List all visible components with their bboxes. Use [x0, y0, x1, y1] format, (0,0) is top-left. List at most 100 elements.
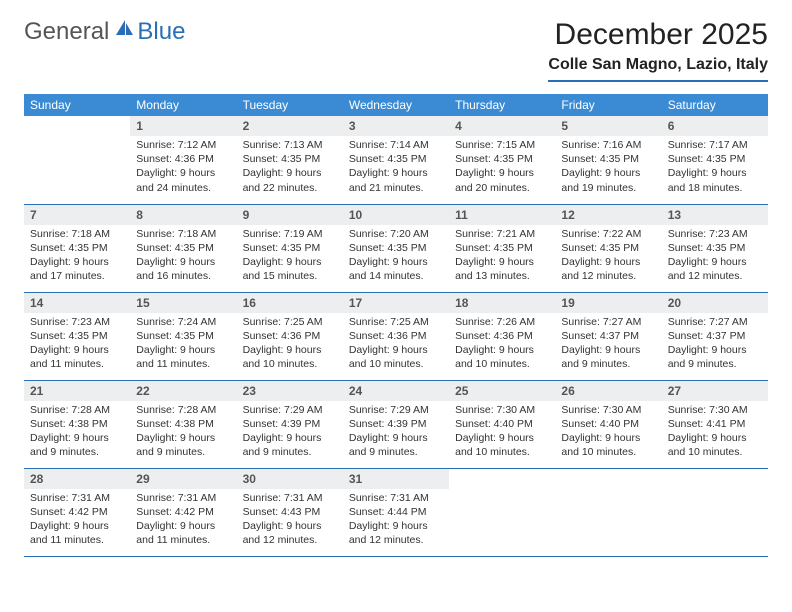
- day-detail-line: Sunset: 4:39 PM: [349, 417, 443, 431]
- calendar-cell: 11Sunrise: 7:21 AMSunset: 4:35 PMDayligh…: [449, 204, 555, 292]
- location-underline: Colle San Magno, Lazio, Italy: [548, 56, 768, 82]
- sail-icon: [113, 17, 135, 44]
- calendar-cell: 28Sunrise: 7:31 AMSunset: 4:42 PMDayligh…: [24, 468, 130, 556]
- day-number: 19: [555, 293, 661, 313]
- day-detail-line: Daylight: 9 hours: [455, 343, 549, 357]
- day-details: Sunrise: 7:13 AMSunset: 4:35 PMDaylight:…: [237, 136, 343, 199]
- day-detail-line: Sunrise: 7:31 AM: [136, 491, 230, 505]
- day-detail-line: Sunrise: 7:30 AM: [668, 403, 762, 417]
- day-detail-line: Sunrise: 7:12 AM: [136, 138, 230, 152]
- day-number: 23: [237, 381, 343, 401]
- day-detail-line: Daylight: 9 hours: [349, 166, 443, 180]
- day-detail-line: and 19 minutes.: [561, 181, 655, 195]
- day-detail-line: Sunset: 4:38 PM: [136, 417, 230, 431]
- day-detail-line: Sunset: 4:35 PM: [668, 152, 762, 166]
- header: General Blue December 2025 Colle San Mag…: [24, 18, 768, 82]
- day-detail-line: Sunset: 4:35 PM: [455, 241, 549, 255]
- calendar-cell: 23Sunrise: 7:29 AMSunset: 4:39 PMDayligh…: [237, 380, 343, 468]
- day-number: 15: [130, 293, 236, 313]
- day-number: 6: [662, 116, 768, 136]
- day-number: 11: [449, 205, 555, 225]
- day-detail-line: Sunset: 4:42 PM: [30, 505, 124, 519]
- day-detail-line: Sunset: 4:36 PM: [243, 329, 337, 343]
- day-detail-line: and 11 minutes.: [136, 357, 230, 371]
- day-detail-line: Sunrise: 7:14 AM: [349, 138, 443, 152]
- calendar-cell: [24, 116, 130, 204]
- day-details: Sunrise: 7:23 AMSunset: 4:35 PMDaylight:…: [662, 225, 768, 288]
- calendar-cell: 24Sunrise: 7:29 AMSunset: 4:39 PMDayligh…: [343, 380, 449, 468]
- day-detail-line: Sunset: 4:35 PM: [349, 152, 443, 166]
- day-detail-line: Sunrise: 7:27 AM: [668, 315, 762, 329]
- day-detail-line: Daylight: 9 hours: [243, 255, 337, 269]
- day-number: 30: [237, 469, 343, 489]
- day-detail-line: Daylight: 9 hours: [136, 255, 230, 269]
- day-detail-line: Daylight: 9 hours: [668, 166, 762, 180]
- day-details: Sunrise: 7:18 AMSunset: 4:35 PMDaylight:…: [24, 225, 130, 288]
- calendar-cell: 5Sunrise: 7:16 AMSunset: 4:35 PMDaylight…: [555, 116, 661, 204]
- day-detail-line: and 9 minutes.: [349, 445, 443, 459]
- calendar-cell: [449, 468, 555, 556]
- day-detail-line: Sunrise: 7:27 AM: [561, 315, 655, 329]
- day-detail-line: and 18 minutes.: [668, 181, 762, 195]
- day-detail-line: and 10 minutes.: [455, 357, 549, 371]
- day-detail-line: Sunset: 4:37 PM: [561, 329, 655, 343]
- day-detail-line: and 22 minutes.: [243, 181, 337, 195]
- day-details: Sunrise: 7:22 AMSunset: 4:35 PMDaylight:…: [555, 225, 661, 288]
- day-details: Sunrise: 7:17 AMSunset: 4:35 PMDaylight:…: [662, 136, 768, 199]
- day-number: 29: [130, 469, 236, 489]
- calendar-cell: 31Sunrise: 7:31 AMSunset: 4:44 PMDayligh…: [343, 468, 449, 556]
- location-text: Colle San Magno, Lazio, Italy: [548, 56, 768, 78]
- calendar-week-row: 28Sunrise: 7:31 AMSunset: 4:42 PMDayligh…: [24, 468, 768, 556]
- day-details: Sunrise: 7:30 AMSunset: 4:41 PMDaylight:…: [662, 401, 768, 464]
- day-details: Sunrise: 7:27 AMSunset: 4:37 PMDaylight:…: [555, 313, 661, 376]
- day-detail-line: Sunrise: 7:23 AM: [668, 227, 762, 241]
- day-number: 16: [237, 293, 343, 313]
- calendar-cell: 1Sunrise: 7:12 AMSunset: 4:36 PMDaylight…: [130, 116, 236, 204]
- day-detail-line: Sunrise: 7:31 AM: [349, 491, 443, 505]
- weekday-header: Friday: [555, 94, 661, 116]
- day-detail-line: Daylight: 9 hours: [561, 255, 655, 269]
- day-detail-line: and 10 minutes.: [668, 445, 762, 459]
- day-number: 2: [237, 116, 343, 136]
- day-detail-line: Daylight: 9 hours: [243, 519, 337, 533]
- day-detail-line: Daylight: 9 hours: [668, 431, 762, 445]
- weekday-header: Saturday: [662, 94, 768, 116]
- day-number: 10: [343, 205, 449, 225]
- day-detail-line: Sunrise: 7:17 AM: [668, 138, 762, 152]
- day-detail-line: Sunset: 4:36 PM: [455, 329, 549, 343]
- day-details: Sunrise: 7:26 AMSunset: 4:36 PMDaylight:…: [449, 313, 555, 376]
- day-detail-line: Daylight: 9 hours: [136, 431, 230, 445]
- calendar-cell: 25Sunrise: 7:30 AMSunset: 4:40 PMDayligh…: [449, 380, 555, 468]
- calendar-page: General Blue December 2025 Colle San Mag…: [0, 0, 792, 575]
- day-detail-line: Sunset: 4:37 PM: [668, 329, 762, 343]
- day-detail-line: and 24 minutes.: [136, 181, 230, 195]
- calendar-cell: 12Sunrise: 7:22 AMSunset: 4:35 PMDayligh…: [555, 204, 661, 292]
- day-number: 3: [343, 116, 449, 136]
- day-details: Sunrise: 7:30 AMSunset: 4:40 PMDaylight:…: [449, 401, 555, 464]
- day-detail-line: Daylight: 9 hours: [349, 343, 443, 357]
- day-detail-line: and 11 minutes.: [30, 357, 124, 371]
- day-number: 5: [555, 116, 661, 136]
- day-detail-line: Sunset: 4:40 PM: [455, 417, 549, 431]
- day-details: Sunrise: 7:29 AMSunset: 4:39 PMDaylight:…: [343, 401, 449, 464]
- day-detail-line: Daylight: 9 hours: [455, 255, 549, 269]
- day-detail-line: Sunrise: 7:19 AM: [243, 227, 337, 241]
- day-detail-line: and 17 minutes.: [30, 269, 124, 283]
- day-detail-line: Sunrise: 7:31 AM: [30, 491, 124, 505]
- day-detail-line: Daylight: 9 hours: [561, 343, 655, 357]
- day-number: 26: [555, 381, 661, 401]
- brand-part1: General: [24, 18, 109, 46]
- calendar-cell: 17Sunrise: 7:25 AMSunset: 4:36 PMDayligh…: [343, 292, 449, 380]
- day-detail-line: and 9 minutes.: [243, 445, 337, 459]
- day-detail-line: Sunset: 4:35 PM: [136, 329, 230, 343]
- day-detail-line: Sunrise: 7:25 AM: [243, 315, 337, 329]
- day-detail-line: Sunrise: 7:15 AM: [455, 138, 549, 152]
- day-details: Sunrise: 7:25 AMSunset: 4:36 PMDaylight:…: [237, 313, 343, 376]
- day-detail-line: Sunset: 4:36 PM: [349, 329, 443, 343]
- calendar-cell: 21Sunrise: 7:28 AMSunset: 4:38 PMDayligh…: [24, 380, 130, 468]
- day-number: 9: [237, 205, 343, 225]
- day-detail-line: Daylight: 9 hours: [136, 343, 230, 357]
- day-detail-line: Sunrise: 7:28 AM: [30, 403, 124, 417]
- day-detail-line: Sunset: 4:35 PM: [455, 152, 549, 166]
- day-number: 13: [662, 205, 768, 225]
